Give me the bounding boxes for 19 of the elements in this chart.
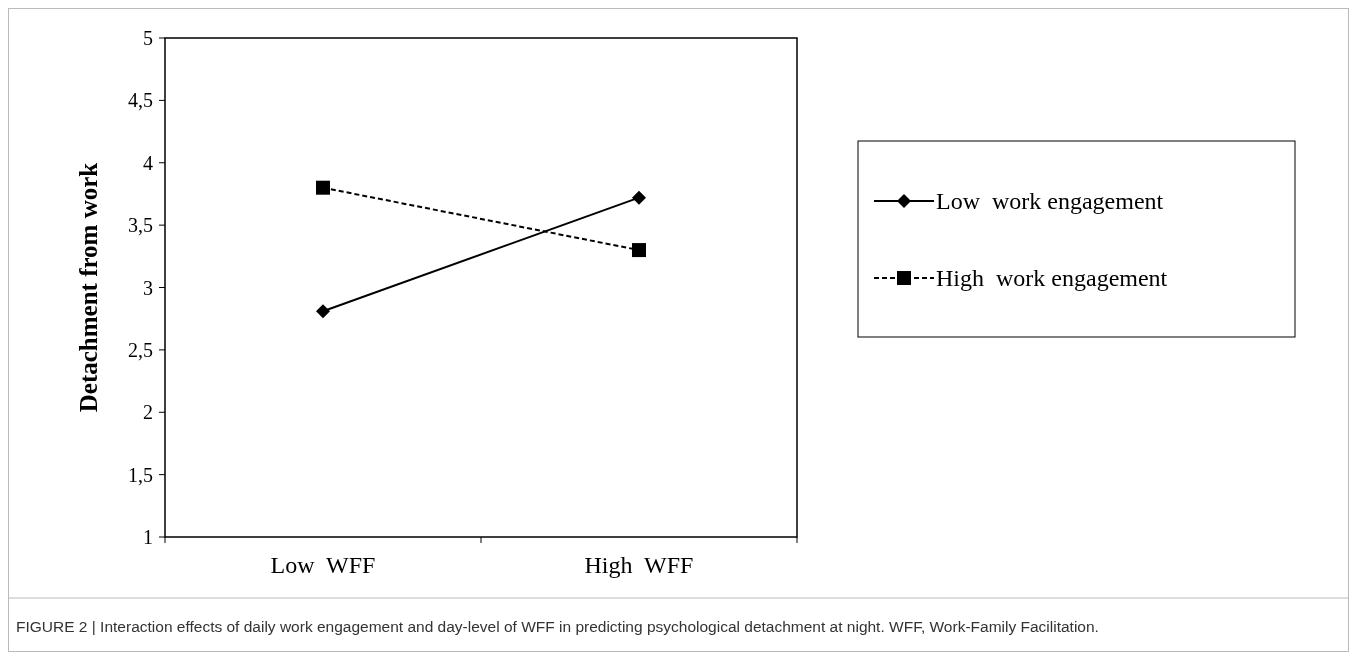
y-tick-label: 3 xyxy=(143,276,153,299)
x-tick-label: Low WFF xyxy=(270,552,376,578)
y-tick-label: 4,5 xyxy=(128,89,153,112)
y-tick-label: 1 xyxy=(143,526,153,548)
legend-label: Low work engagement xyxy=(936,188,1164,215)
y-axis-title: Detachment from work xyxy=(75,162,102,413)
point xyxy=(316,180,330,195)
x-tick-label: High WFF xyxy=(584,552,694,578)
point xyxy=(632,243,646,258)
legend-label: High work engagement xyxy=(936,265,1168,292)
caption: FIGURE 2 | Interaction effects of daily work engagement and day-level of WFF in predicting psychological detachment at night. WFF, Work-Family Facilitation. xyxy=(16,618,1099,635)
y-tick-label: 3,5 xyxy=(128,214,153,237)
point xyxy=(316,304,330,319)
y-tick-label: 2,5 xyxy=(128,338,153,361)
y-tick-label: 1,5 xyxy=(128,463,153,486)
y-tick-label: 5 xyxy=(143,27,153,49)
y-tick-label: 2 xyxy=(143,401,153,424)
y-tick-label: 4 xyxy=(143,151,153,174)
point xyxy=(632,190,646,205)
